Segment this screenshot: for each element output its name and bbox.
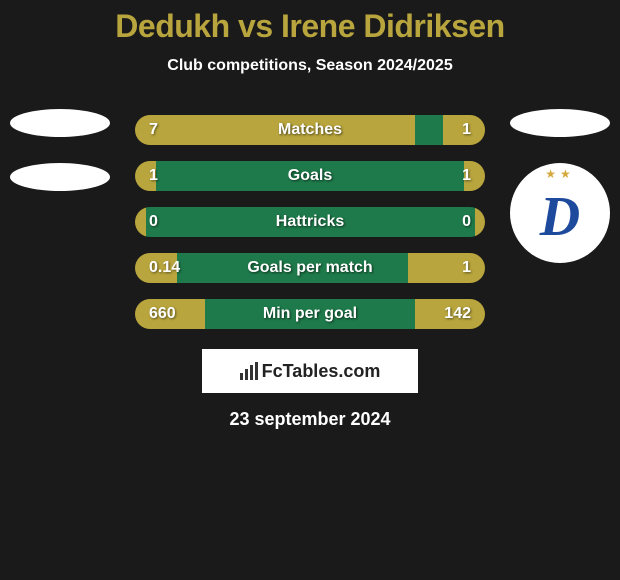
right-team-logos: ★★ D	[510, 109, 610, 263]
stat-row: 1 1 Goals	[135, 161, 485, 191]
stat-label: Goals per match	[247, 259, 372, 277]
stat-row: 0 0 Hattricks	[135, 207, 485, 237]
comparison-container: Dedukh vs Irene Didriksen Club competiti…	[0, 0, 620, 430]
team-logo-placeholder	[10, 163, 110, 191]
stats-area: ★★ D 7 1 Matches 1 1 Goals 0 0 Hattricks 0.14 1 Goa…	[0, 115, 620, 430]
stat-value-left: 0.14	[149, 259, 180, 277]
stat-rows: 7 1 Matches 1 1 Goals 0 0 Hattricks 0.14 1 Goals pe…	[135, 115, 485, 329]
stat-row: 0.14 1 Goals per match	[135, 253, 485, 283]
stat-value-left: 0	[149, 213, 158, 231]
bar-chart-icon	[240, 362, 258, 380]
stat-value-right: 142	[444, 305, 471, 323]
stat-row: 660 142 Min per goal	[135, 299, 485, 329]
stat-label: Min per goal	[263, 305, 357, 323]
stat-value-right: 1	[462, 167, 471, 185]
dynamo-kyiv-logo: ★★ D	[510, 163, 610, 263]
dynamo-d-icon: D	[540, 185, 580, 249]
bar-right	[408, 253, 485, 283]
team-logo-placeholder	[10, 109, 110, 137]
stat-value-right: 0	[462, 213, 471, 231]
stat-row: 7 1 Matches	[135, 115, 485, 145]
stars-icon: ★★	[545, 167, 575, 181]
subtitle: Club competitions, Season 2024/2025	[0, 57, 620, 75]
bar-left	[135, 207, 146, 237]
bar-right	[475, 207, 486, 237]
team-logo-placeholder	[510, 109, 610, 137]
stat-label: Goals	[288, 167, 332, 185]
page-title: Dedukh vs Irene Didriksen	[0, 8, 620, 45]
date-label: 23 september 2024	[0, 409, 620, 430]
left-team-logos	[10, 109, 110, 217]
stat-value-left: 1	[149, 167, 158, 185]
stat-value-right: 1	[462, 121, 471, 139]
bar-left	[135, 115, 415, 145]
stat-value-right: 1	[462, 259, 471, 277]
fctables-label: FcTables.com	[262, 361, 381, 382]
stat-label: Matches	[278, 121, 342, 139]
stat-value-left: 660	[149, 305, 176, 323]
stat-label: Hattricks	[276, 213, 344, 231]
fctables-badge[interactable]: FcTables.com	[202, 349, 418, 393]
stat-value-left: 7	[149, 121, 158, 139]
bar-mid	[415, 115, 443, 145]
